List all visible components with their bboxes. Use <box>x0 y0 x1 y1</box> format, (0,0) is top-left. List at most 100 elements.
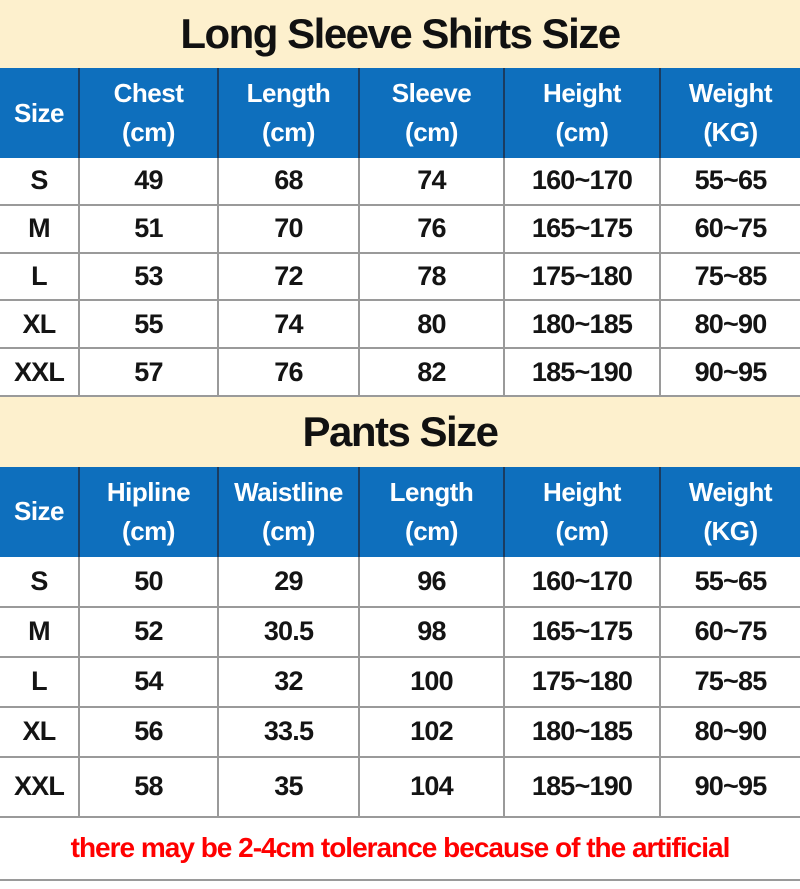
value-cell: 51 <box>78 205 217 252</box>
size-cell: L <box>31 260 48 291</box>
column-header-unit: (cm) <box>262 515 315 546</box>
column-header-label: Length <box>389 476 474 507</box>
column-header-length: Length (cm) <box>358 466 503 557</box>
size-cell: XL <box>22 716 57 747</box>
column-header-label: Hipline <box>106 476 191 507</box>
value-cell: 75~85 <box>659 253 800 300</box>
value-cell: 50 <box>78 556 217 606</box>
size-cell: M <box>28 616 51 647</box>
value-cell: 53 <box>78 253 217 300</box>
value-cell: 55~65 <box>659 556 800 606</box>
table-row: M 52 30.5 98 165~175 60~75 <box>0 607 800 658</box>
value-cell: 74 <box>358 158 503 204</box>
pants-title-banner: Pants Size <box>0 396 800 467</box>
column-header-length: Length (cm) <box>217 68 358 158</box>
column-header-waistline: Waistline (cm) <box>217 466 358 557</box>
value-cell: 90~95 <box>659 757 800 816</box>
value-cell: 80 <box>358 301 503 348</box>
column-header-unit: (cm) <box>405 515 458 546</box>
value-cell: 74 <box>217 301 358 348</box>
column-header-label: Weight <box>688 78 773 108</box>
table-row: XL 56 33.5 102 180~185 80~90 <box>0 707 800 758</box>
value-cell: 98 <box>358 607 503 656</box>
column-header-unit: (cm) <box>555 515 609 546</box>
table-row: S 50 29 96 160~170 55~65 <box>0 556 800 608</box>
column-header-label: Chest <box>113 78 184 108</box>
value-cell: 55~65 <box>659 158 800 204</box>
footer-note-area: there may be 2-4cm tolerance because of … <box>0 818 800 881</box>
value-cell: 76 <box>358 205 503 252</box>
table-row: XXL 57 76 82 185~190 90~95 <box>0 349 800 397</box>
value-cell: 104 <box>358 757 503 816</box>
value-cell: 82 <box>358 349 503 395</box>
column-header-label: Weight <box>688 476 773 507</box>
value-cell: 52 <box>78 607 217 656</box>
column-header-size: Size <box>0 467 78 557</box>
size-cell: XXL <box>13 356 65 387</box>
value-cell: 54 <box>78 657 217 706</box>
column-header-weight: Weight (KG) <box>659 68 800 158</box>
column-header-sleeve: Sleeve (cm) <box>358 68 503 158</box>
column-header-height: Height (cm) <box>503 466 659 557</box>
column-header-unit: (KG) <box>703 117 758 147</box>
value-cell: 30.5 <box>217 607 358 656</box>
column-header-unit: (cm) <box>555 117 609 147</box>
value-cell: 185~190 <box>503 349 659 395</box>
value-cell: 80~90 <box>659 301 800 348</box>
pants-header-row: Size Hipline (cm) Waistline (cm) Length … <box>0 466 800 557</box>
column-header-chest: Chest (cm) <box>78 68 217 158</box>
value-cell: 76 <box>217 349 358 395</box>
value-cell: 78 <box>358 253 503 300</box>
value-cell: 175~180 <box>503 253 659 300</box>
column-header-label: Height <box>543 476 621 507</box>
value-cell: 57 <box>78 349 217 395</box>
value-cell: 49 <box>78 158 217 204</box>
value-cell: 180~185 <box>503 707 659 756</box>
column-header-height: Height (cm) <box>503 68 659 158</box>
tolerance-note: there may be 2-4cm tolerance because of … <box>70 832 731 864</box>
pants-table-title: Pants Size <box>302 407 499 455</box>
value-cell: 100 <box>358 657 503 706</box>
value-cell: 60~75 <box>659 607 800 656</box>
value-cell: 60~75 <box>659 205 800 252</box>
value-cell: 90~95 <box>659 349 800 395</box>
size-cell: M <box>28 213 51 244</box>
column-header-unit: (cm) <box>122 515 175 546</box>
value-cell: 165~175 <box>503 205 659 252</box>
size-cell: S <box>30 165 48 196</box>
column-header-weight: Weight (KG) <box>659 466 800 557</box>
value-cell: 35 <box>217 757 358 816</box>
shirts-title-banner: Long Sleeve Shirts Size <box>0 0 800 68</box>
value-cell: 68 <box>217 158 358 204</box>
column-header-label: Height <box>543 78 621 108</box>
table-row: XXL 58 35 104 185~190 90~95 <box>0 757 800 818</box>
value-cell: 180~185 <box>503 301 659 348</box>
value-cell: 33.5 <box>217 707 358 756</box>
size-cell: XL <box>22 308 57 339</box>
shirts-table-body: S 49 68 74 160~170 55~65 M 51 70 76 165~… <box>0 158 800 397</box>
column-header-unit: (cm) <box>122 117 175 147</box>
table-row: L 53 72 78 175~180 75~85 <box>0 253 800 302</box>
value-cell: 80~90 <box>659 707 800 756</box>
table-row: L 54 32 100 175~180 75~85 <box>0 657 800 708</box>
value-cell: 72 <box>217 253 358 300</box>
column-header-size: Size <box>0 68 78 158</box>
shirts-table-title: Long Sleeve Shirts Size <box>180 10 621 57</box>
pants-table-body: S 50 29 96 160~170 55~65 M 52 30.5 98 16… <box>0 556 800 818</box>
value-cell: 32 <box>217 657 358 706</box>
table-row: S 49 68 74 160~170 55~65 <box>0 158 800 206</box>
table-row: M 51 70 76 165~175 60~75 <box>0 205 800 254</box>
value-cell: 58 <box>78 757 217 816</box>
value-cell: 29 <box>217 556 358 606</box>
value-cell: 160~170 <box>503 158 659 204</box>
column-header-label: Length <box>246 78 331 108</box>
value-cell: 165~175 <box>503 607 659 656</box>
table-row: XL 55 74 80 180~185 80~90 <box>0 301 800 350</box>
column-header-label: Size <box>13 97 65 128</box>
footer: there may be 2-4cm tolerance because of … <box>0 817 800 889</box>
value-cell: 160~170 <box>503 556 659 606</box>
column-header-hipline: Hipline (cm) <box>78 466 217 557</box>
size-cell: S <box>30 565 48 596</box>
value-cell: 175~180 <box>503 657 659 706</box>
